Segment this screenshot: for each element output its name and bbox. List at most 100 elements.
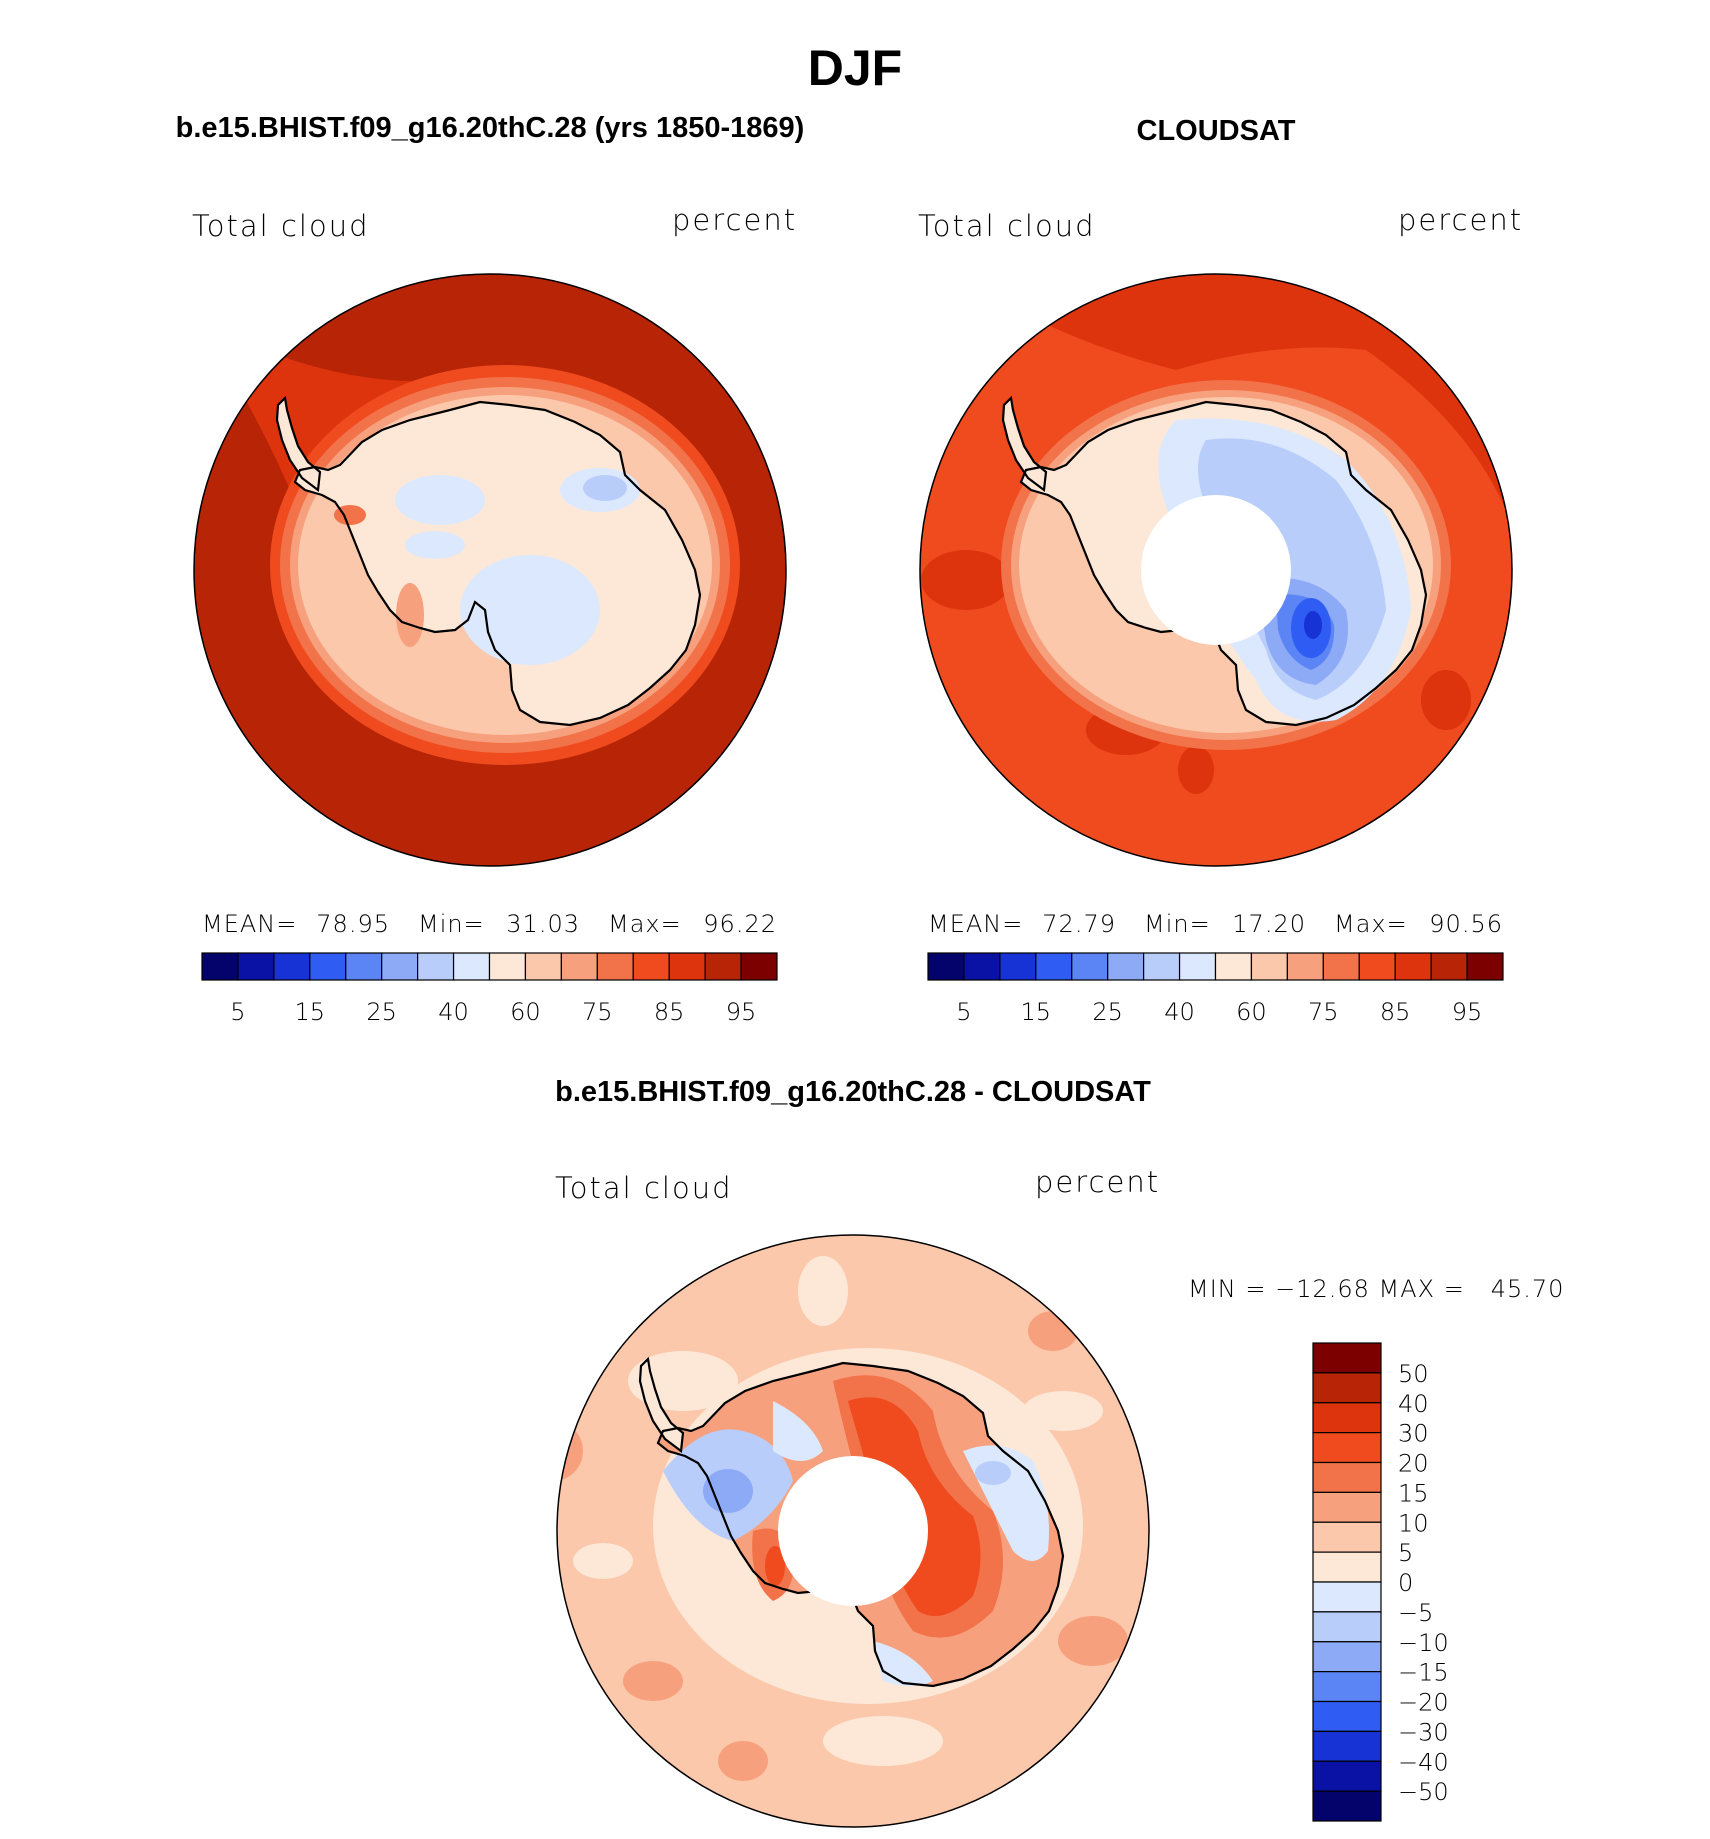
colorbar-swatch — [1312, 1342, 1382, 1374]
colorbar-swatch — [1312, 1760, 1382, 1792]
variable-label: Total cloud — [192, 209, 369, 243]
colorbar-tick-label: 5 — [230, 998, 245, 1026]
min-label: Min= — [418, 910, 485, 938]
colorbar-swatch — [1312, 1611, 1382, 1643]
colorbar-swatch — [1430, 952, 1468, 981]
colorbar-swatch — [999, 952, 1037, 981]
colorbar-swatch — [417, 952, 455, 981]
colorbar-tick-label: 25 — [1092, 998, 1123, 1026]
colorbar-tick-label: 95 — [1452, 998, 1483, 1026]
colorbar-swatch — [1312, 1432, 1382, 1464]
colorbar-tick-label: 10 — [1398, 1509, 1429, 1537]
colorbar-tick-label: 40 — [438, 998, 469, 1026]
colorbar-swatch — [1312, 1551, 1382, 1583]
colorbar-tick-label: 40 — [1398, 1390, 1429, 1418]
colorbar-swatch — [560, 952, 598, 981]
map-field-spot — [334, 505, 366, 525]
colorbar-swatch — [1358, 952, 1396, 981]
colorbar-swatch — [740, 952, 778, 981]
colorbar-swatch — [345, 952, 383, 981]
colorbar-swatch — [1312, 1581, 1382, 1613]
max-value: 90.56 — [1429, 910, 1503, 938]
colorbar-swatch — [1312, 1461, 1382, 1493]
map-field-patch — [921, 550, 1011, 610]
colorbar-tick-label: 75 — [1308, 998, 1339, 1026]
max-label: Max= — [1334, 910, 1408, 938]
map-field-low — [405, 531, 465, 559]
colorbar-swatch — [1286, 952, 1324, 981]
map-field-min — [1304, 611, 1322, 639]
colorbar-tick-label: 60 — [1236, 998, 1267, 1026]
colorbar-swatch — [524, 952, 562, 981]
map-field-low — [460, 555, 600, 665]
map-field-low — [583, 475, 627, 501]
colorbar-swatch — [1312, 1641, 1382, 1673]
colorbar: 5 15 25 40 60 75 85 95 — [927, 952, 1504, 1026]
variable-label: Total cloud — [918, 209, 1095, 243]
colorbar-swatch — [1312, 1372, 1382, 1404]
map-field-patch — [623, 1661, 683, 1701]
colorbar-swatch — [237, 952, 275, 981]
colorbar-swatch — [1312, 1402, 1382, 1434]
colorbar-tick-label: 30 — [1398, 1420, 1429, 1448]
colorbar-swatch — [1143, 952, 1181, 981]
polar-gap — [778, 1456, 928, 1606]
colorbar-tick-label: 5 — [956, 998, 971, 1026]
map-boundary — [556, 1234, 1150, 1828]
map-field-patch — [798, 1256, 848, 1326]
min-value: 31.03 — [506, 910, 580, 938]
colorbar-tick-label: 85 — [1380, 998, 1411, 1026]
colorbar-swatch — [1178, 952, 1217, 981]
colorbar-tick-label: 75 — [582, 998, 613, 1026]
mean-label: MEAN= — [202, 910, 297, 938]
map-field-patch — [1421, 670, 1471, 730]
map-field-spot — [396, 583, 424, 647]
units-label: percent — [672, 203, 797, 237]
polar-map — [193, 273, 787, 867]
colorbar-swatch — [927, 952, 965, 981]
colorbar-swatch — [309, 952, 347, 981]
colorbar-swatch — [1312, 1671, 1382, 1703]
colorbar-tick-label: −15 — [1398, 1659, 1449, 1687]
colorbar-swatch — [452, 952, 491, 981]
map-field-negative — [975, 1461, 1011, 1485]
main-title: DJF — [808, 40, 902, 96]
colorbar-tick-label: 60 — [510, 998, 541, 1026]
map-field-patch — [823, 1716, 943, 1766]
colorbar-swatch — [1322, 952, 1360, 981]
map-field-positive — [765, 1546, 785, 1586]
panel-observations: CLOUDSAT Total cloud percent — [918, 115, 1523, 1026]
colorbar-swatch — [1312, 1700, 1382, 1732]
colorbar-swatch — [1214, 952, 1253, 981]
colorbar-tick-label: 5 — [1398, 1539, 1413, 1567]
colorbar-tick-label: 25 — [366, 998, 397, 1026]
panel-title: CLOUDSAT — [1137, 115, 1296, 147]
colorbar-tick-label: −5 — [1398, 1599, 1433, 1627]
units-label: percent — [1398, 203, 1523, 237]
colorbar-tick-label: −50 — [1398, 1778, 1449, 1806]
colorbar-swatch — [1312, 1730, 1382, 1762]
map-field-patch — [1058, 1616, 1128, 1666]
colorbar-swatch — [1312, 1790, 1382, 1822]
map-field-negative — [703, 1469, 753, 1513]
stats-line: MIN = −12.68 MAX = 45.70 — [1188, 1275, 1564, 1303]
mean-value: 72.79 — [1042, 910, 1116, 938]
colorbar-swatch — [632, 952, 670, 981]
map-field-patch — [1178, 746, 1214, 794]
variable-label: Total cloud — [555, 1171, 732, 1205]
colorbar-swatch — [1394, 952, 1432, 981]
colorbar-tick-label: −30 — [1398, 1718, 1449, 1746]
map-field-patch — [718, 1741, 768, 1781]
colorbar-tick-label: 15 — [1021, 998, 1052, 1026]
colorbar: 5 15 25 40 60 75 85 95 — [201, 952, 778, 1026]
panel-difference: b.e15.BHIST.f09_g16.20thC.28 - CLOUDSAT … — [555, 1076, 1564, 1828]
min-label: Min= — [1144, 910, 1211, 938]
colorbar-swatch — [1250, 952, 1288, 981]
map-field-patch — [946, 780, 1006, 820]
max-value: 96.22 — [703, 910, 777, 938]
panel-title: b.e15.BHIST.f09_g16.20thC.28 (yrs 1850-1… — [176, 112, 805, 144]
colorbar-tick-label: −20 — [1398, 1689, 1449, 1717]
colorbar-tick-label: 15 — [295, 998, 326, 1026]
